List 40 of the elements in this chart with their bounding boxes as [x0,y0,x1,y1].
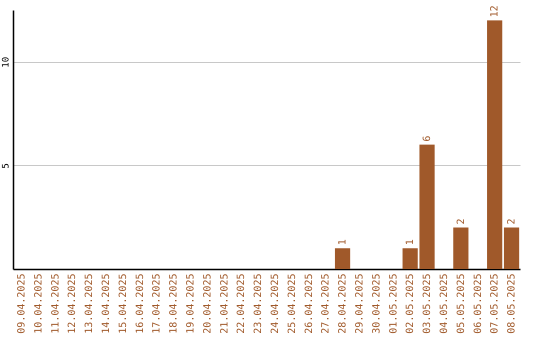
x-tick-label: 19.04.2025 [185,274,196,334]
x-tick-label: 09.04.2025 [16,274,28,334]
x-tick-label: 21.04.2025 [219,274,230,334]
x-tick-label: 01.05.2025 [388,274,400,334]
x-tick-label: 16.04.2025 [134,274,146,334]
x-tick-label: 20.04.2025 [202,274,214,334]
x-tick-label: 12.04.2025 [67,274,78,334]
data-label: 12 [490,5,501,18]
data-label: 2 [456,218,467,225]
data-label: 2 [506,218,518,225]
x-tick-label: 18.04.2025 [168,274,180,334]
x-tick-label: 22.04.2025 [236,274,248,334]
x-tick-label: 29.04.2025 [354,274,366,334]
x-tick-label: 10.04.2025 [33,274,44,334]
x-tick-label: 04.05.2025 [438,274,450,334]
x-tick-label: 23.04.2025 [253,274,264,334]
y-tick-label: 5 [2,163,12,169]
x-tick-label: 27.04.2025 [320,274,332,334]
x-tick-label: 06.05.2025 [472,274,484,334]
x-tick-label: 13.04.2025 [84,274,96,334]
bar [453,228,468,269]
x-tick-label: 07.05.2025 [490,274,501,334]
bar [334,248,350,269]
x-tick-label: 02.05.2025 [405,274,416,334]
x-tick-label: 11.04.2025 [50,274,62,334]
y-tick-label: 10 [2,56,12,68]
x-tick-label: 05.05.2025 [456,274,467,334]
data-label: 1 [338,239,349,246]
x-tick-label: 30.04.2025 [371,274,382,334]
x-tick-label: 03.05.2025 [422,274,434,334]
x-tick-label: 14.04.2025 [100,274,112,334]
x-tick-label: 24.04.2025 [270,274,281,334]
x-tick-label: 26.04.2025 [304,274,315,334]
data-label: 6 [422,136,434,142]
x-tick-label: 15.04.2025 [118,274,129,334]
x-tick-label: 28.04.2025 [338,274,349,334]
data-label: 1 [405,239,416,246]
x-tick-label: 17.04.2025 [152,274,163,334]
x-tick-label: 08.05.2025 [506,274,518,334]
x-tick-label: 25.04.2025 [286,274,298,334]
